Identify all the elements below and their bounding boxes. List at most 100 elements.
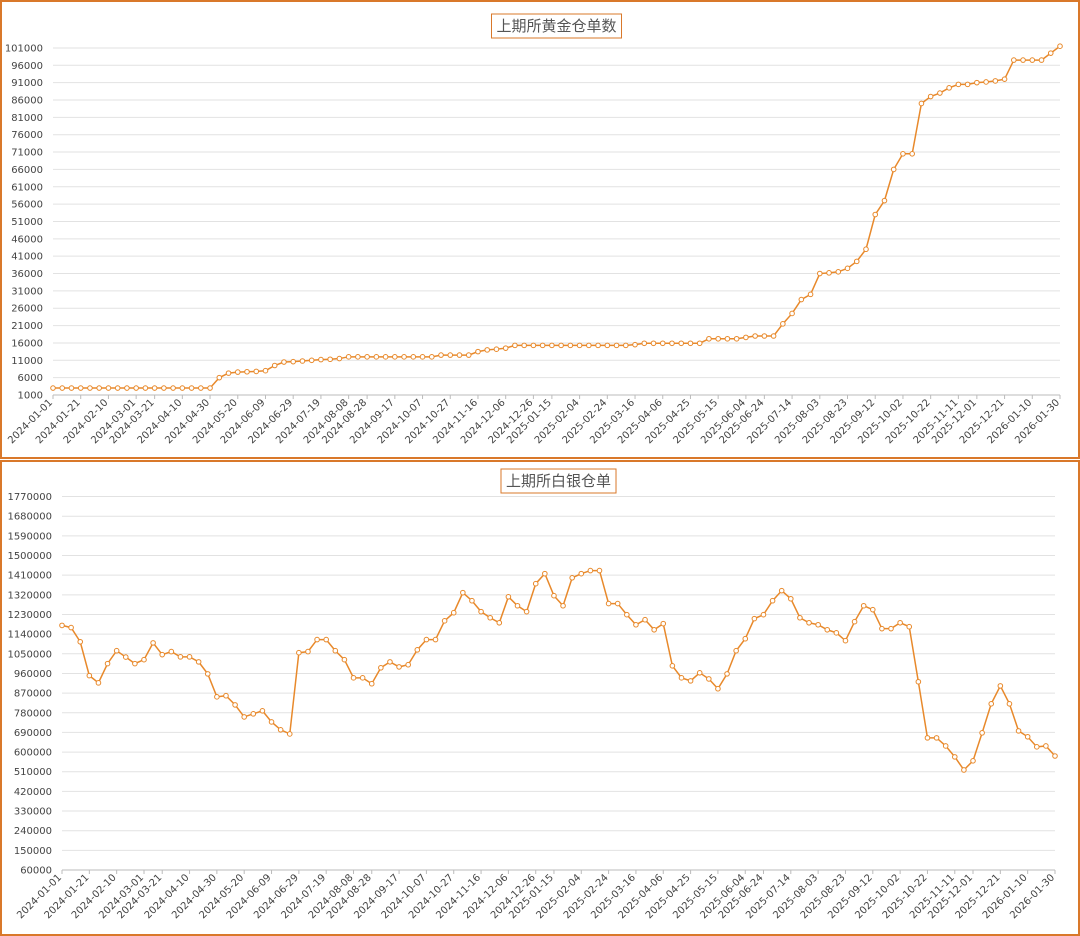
data-point	[262, 367, 269, 374]
data-point	[835, 268, 842, 275]
data-point	[842, 637, 849, 644]
data-point	[890, 166, 897, 173]
data-point	[161, 385, 167, 391]
data-point	[979, 730, 985, 736]
data-point	[743, 334, 749, 341]
data-point	[305, 648, 311, 655]
data-point	[68, 385, 75, 391]
data-point	[888, 625, 894, 632]
data-point	[760, 611, 767, 618]
y-tick-label: 150000	[14, 846, 52, 857]
data-point	[576, 342, 583, 349]
y-tick-label: 870000	[14, 689, 52, 700]
data-point	[179, 385, 186, 391]
data-point	[505, 593, 512, 600]
y-tick-label: 21000	[11, 321, 43, 332]
y-tick-label: 101000	[5, 43, 43, 54]
data-point	[604, 342, 611, 349]
data-point	[833, 630, 840, 636]
data-point	[521, 342, 527, 349]
data-point	[318, 356, 324, 363]
data-point	[314, 636, 320, 643]
data-point	[414, 647, 421, 653]
data-point	[259, 707, 266, 714]
data-point	[539, 342, 546, 349]
data-point	[549, 342, 555, 349]
data-point	[1047, 50, 1054, 56]
y-tick-label: 16000	[11, 338, 43, 349]
y-tick-label: 780000	[14, 708, 52, 719]
y-tick-label: 56000	[11, 200, 43, 211]
data-point	[560, 602, 566, 609]
data-point	[327, 356, 333, 363]
data-point	[450, 609, 457, 616]
y-tick-label: 1590000	[7, 531, 52, 542]
data-point	[879, 625, 885, 632]
data-point	[724, 671, 730, 677]
data-point	[401, 354, 407, 360]
data-point	[770, 333, 777, 339]
data-point	[77, 385, 84, 391]
y-tick-label: 1410000	[7, 571, 52, 582]
data-point	[523, 608, 530, 615]
data-point	[432, 636, 439, 643]
data-point	[378, 664, 384, 671]
data-point	[460, 589, 466, 596]
data-point	[469, 597, 475, 604]
data-point	[752, 333, 758, 339]
data-point	[733, 647, 739, 654]
data-point	[1052, 753, 1058, 759]
data-point	[114, 385, 121, 391]
data-point	[815, 621, 821, 628]
data-point	[419, 354, 426, 360]
y-tick-label: 11000	[11, 356, 43, 367]
data-point	[988, 701, 995, 707]
data-point	[860, 602, 867, 609]
data-point	[946, 85, 952, 91]
data-point	[142, 385, 149, 391]
data-point	[974, 79, 980, 86]
y-tick-label: 36000	[11, 269, 43, 280]
data-point	[368, 680, 375, 687]
y-tick-label: 6000	[18, 373, 43, 384]
data-point	[428, 354, 435, 360]
data-point	[382, 354, 389, 360]
y-tick-label: 1230000	[7, 610, 52, 621]
y-tick-label: 1320000	[7, 590, 52, 601]
chart-title: 上期所白银仓单	[506, 472, 611, 490]
data-point	[778, 587, 785, 594]
chart-title: 上期所黄金仓单数	[496, 17, 616, 35]
data-point	[487, 614, 493, 621]
data-point	[59, 622, 65, 629]
data-point	[355, 354, 361, 360]
data-point	[234, 369, 241, 375]
data-point	[824, 626, 831, 633]
data-point	[95, 680, 102, 686]
data-point	[532, 580, 539, 587]
data-point	[50, 385, 56, 391]
title-box	[500, 468, 617, 494]
data-point	[632, 341, 638, 348]
y-tick-label: 330000	[14, 807, 52, 818]
data-point	[542, 570, 548, 577]
data-point	[195, 659, 202, 665]
y-tick-label: 960000	[14, 669, 52, 680]
data-point	[87, 385, 93, 391]
y-tick-label: 76000	[11, 130, 43, 141]
data-point	[268, 719, 275, 725]
data-point	[706, 676, 712, 682]
y-tick-label: 81000	[11, 113, 43, 124]
data-point	[997, 683, 1004, 689]
data-point	[364, 354, 370, 360]
data-point	[614, 600, 621, 607]
data-point	[622, 342, 629, 349]
data-point	[669, 340, 675, 347]
data-point	[687, 340, 694, 347]
data-point	[955, 81, 962, 88]
data-point	[624, 611, 630, 618]
data-point	[788, 595, 794, 602]
data-point	[299, 358, 306, 364]
y-tick-label: 1770000	[7, 492, 52, 503]
data-point	[277, 726, 284, 733]
data-point	[806, 619, 812, 626]
